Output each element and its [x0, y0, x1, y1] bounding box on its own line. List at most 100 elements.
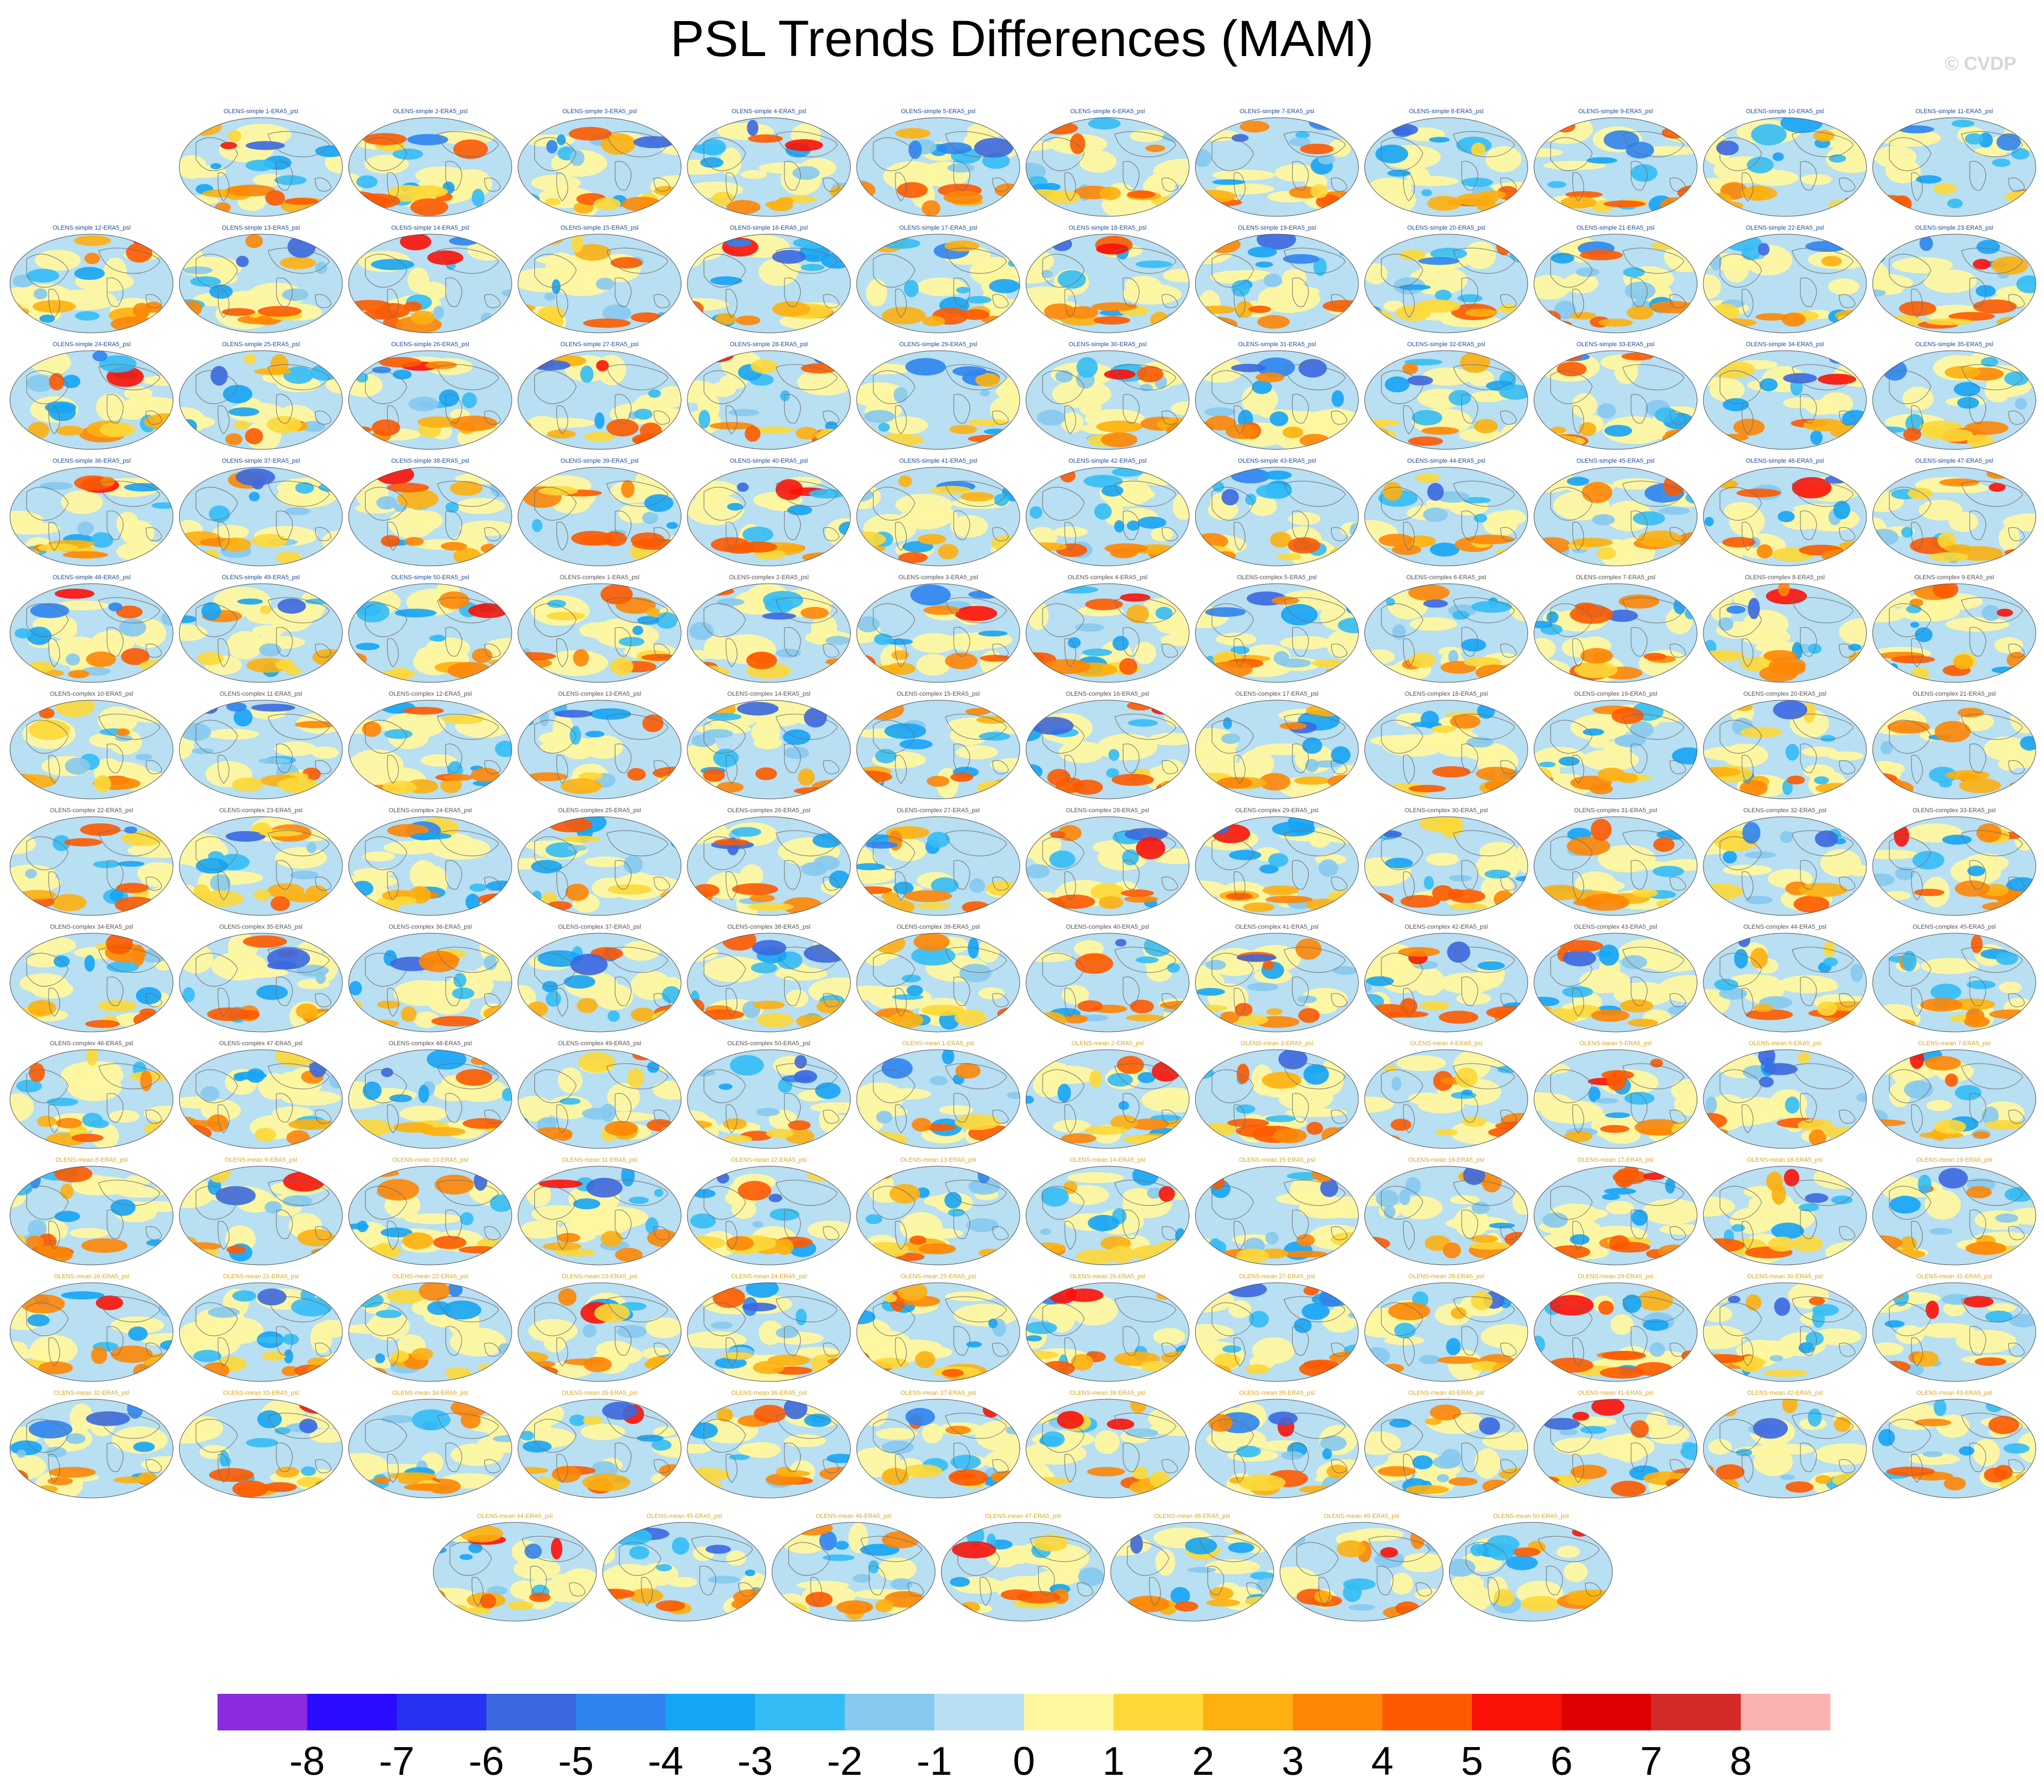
- anomaly-blob: [1734, 949, 1748, 969]
- anomaly-blob: [1137, 517, 1167, 529]
- anomaly-blob: [1094, 316, 1130, 325]
- anomaly-blob: [616, 1325, 647, 1338]
- map-panel: OLENS-mean 25-ERA5_psl: [856, 1273, 1020, 1382]
- anomaly-blob: [554, 710, 593, 718]
- anomaly-blob: [90, 532, 114, 548]
- coastline: [107, 1442, 124, 1472]
- anomaly-blob: [1172, 1476, 1186, 1491]
- coastline: [445, 394, 462, 424]
- coastline: [953, 976, 970, 1006]
- coastline: [556, 755, 568, 784]
- coastline: [1572, 1337, 1585, 1366]
- anomaly-blob: [1421, 427, 1459, 435]
- anomaly-blob: [1026, 764, 1043, 779]
- anomaly-blob: [1557, 362, 1587, 377]
- coastline: [387, 988, 399, 1017]
- coastline: [1742, 755, 1754, 784]
- anomaly-blob: [472, 189, 485, 207]
- anomaly-blob: [1399, 1189, 1410, 1206]
- anomaly-blob: [49, 373, 64, 391]
- panel-title: OLENS-simple 18-ERA5_psl: [1069, 225, 1147, 231]
- map-border: [856, 117, 1020, 217]
- anomaly-blob: [1742, 822, 1760, 844]
- anomaly-blob: [1926, 1100, 1952, 1111]
- anomaly-blob: [180, 419, 198, 434]
- coastline: [1064, 288, 1076, 318]
- anomaly-blob: [1670, 1013, 1697, 1031]
- coastline: [484, 1226, 501, 1241]
- anomaly-blob: [107, 961, 139, 973]
- coastline: [895, 638, 907, 667]
- coastline: [217, 172, 230, 201]
- anomaly-blob: [91, 1346, 108, 1364]
- map-border: [1025, 816, 1190, 916]
- coastline: [1911, 988, 1923, 1017]
- anomaly-blob: [1076, 357, 1098, 378]
- panel-title: OLENS-mean 10-ERA5_psl: [392, 1157, 468, 1163]
- anomaly-blob: [465, 893, 480, 910]
- anomaly-blob: [1026, 1477, 1072, 1486]
- map-border: [1195, 1166, 1359, 1265]
- coastline: [1161, 644, 1178, 658]
- coastline: [276, 510, 293, 540]
- anomaly-blob: [857, 863, 886, 870]
- coastline: [1669, 294, 1686, 308]
- coastline: [1669, 1343, 1686, 1357]
- anomaly-blob: [348, 890, 359, 908]
- anomaly-blob: [1421, 189, 1432, 196]
- anomaly-blob: [1565, 191, 1603, 198]
- anomaly-blob: [179, 1236, 197, 1246]
- anomaly-blob: [1810, 430, 1823, 445]
- anomaly-blob: [1736, 1449, 1753, 1457]
- map-panel: OLENS-mean 32-ERA5_psl: [9, 1390, 174, 1499]
- anomaly-blob: [1550, 1295, 1594, 1316]
- coastline: [1961, 364, 2023, 391]
- coastline: [107, 1093, 124, 1123]
- anomaly-blob: [28, 720, 70, 740]
- anomaly-blob: [720, 147, 742, 177]
- anomaly-blob: [758, 1320, 783, 1345]
- anomaly-blob: [1026, 864, 1050, 879]
- coastline: [1719, 720, 1762, 754]
- coastline: [953, 1209, 970, 1239]
- anomaly-blob: [746, 651, 777, 670]
- map-border: [1534, 117, 1698, 217]
- anomaly-blob: [558, 1288, 577, 1306]
- anomaly-blob: [29, 1062, 45, 1082]
- coastline: [267, 247, 330, 274]
- map-panel: OLENS-mean 26-ERA5_psl: [1025, 1273, 1190, 1382]
- anomaly-blob: [1709, 318, 1757, 327]
- coastline: [992, 1226, 1009, 1241]
- coastline: [1839, 527, 1855, 541]
- anomaly-blob: [201, 602, 221, 621]
- anomaly-blob: [429, 837, 490, 860]
- anomaly-blob: [1402, 362, 1418, 374]
- anomaly-blob: [857, 1318, 891, 1345]
- map-panel: OLENS-complex 30-ERA5_psl: [1364, 807, 1529, 916]
- anomaly-blob: [1484, 869, 1511, 879]
- panel-title: OLENS-complex 1-ERA5_psl: [560, 574, 640, 581]
- coastline: [1233, 1454, 1246, 1483]
- anomaly-blob: [1935, 428, 1974, 442]
- anomaly-blob: [234, 1074, 246, 1081]
- anomaly-blob: [647, 1061, 660, 1073]
- anomaly-blob: [376, 496, 397, 510]
- anomaly-blob: [187, 118, 222, 136]
- anomaly-blob: [1933, 183, 1957, 195]
- panel-title: OLENS-complex 3-ERA5_psl: [898, 574, 978, 581]
- coastline: [992, 178, 1009, 192]
- anomaly-blob: [1768, 1236, 1796, 1252]
- map-border: [1872, 583, 2036, 683]
- coastline: [1114, 480, 1176, 507]
- anomaly-blob: [1423, 507, 1448, 522]
- coastline: [1381, 370, 1424, 404]
- coastline: [1500, 760, 1517, 774]
- anomaly-blob: [520, 1430, 534, 1441]
- anomaly-blob: [1026, 888, 1038, 904]
- panel-title: OLENS-simple 45-ERA5_psl: [1576, 458, 1655, 464]
- anomaly-blob: [427, 1050, 467, 1070]
- map-border: [687, 933, 851, 1032]
- anomaly-blob: [1499, 384, 1528, 400]
- coastline: [945, 713, 1007, 740]
- anomaly-blob: [743, 1442, 781, 1459]
